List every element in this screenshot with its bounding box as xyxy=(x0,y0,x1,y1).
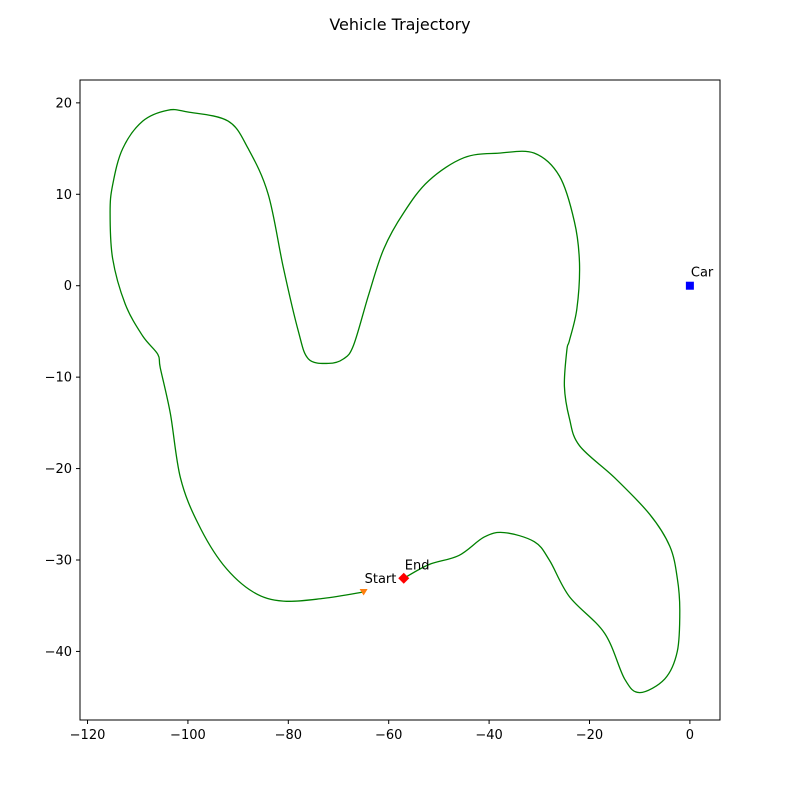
x-tick-label: −60 xyxy=(375,728,402,743)
y-axis: 20 10 0 −10 −20 −30 −40 xyxy=(45,96,80,660)
y-tick-label: −40 xyxy=(45,645,72,660)
x-tick-label: −80 xyxy=(275,728,302,743)
marker-layer: Start End Car xyxy=(359,266,714,596)
end-label: End xyxy=(405,558,430,573)
y-tick-label: 20 xyxy=(55,96,72,111)
x-tick-label: −120 xyxy=(70,728,106,743)
x-tick-label: −40 xyxy=(475,728,502,743)
y-tick-label: −30 xyxy=(45,554,72,569)
start-marker xyxy=(359,589,368,596)
y-tick-label: −20 xyxy=(45,462,72,477)
end-marker xyxy=(398,572,410,584)
car-label: Car xyxy=(691,266,714,281)
trajectory-line xyxy=(109,108,681,694)
x-axis: −120 −100 −80 −60 −40 −20 0 xyxy=(70,720,694,743)
chart-title: Vehicle Trajectory xyxy=(329,15,470,34)
axes-frame xyxy=(79,79,721,721)
x-tick-label: −100 xyxy=(170,728,206,743)
start-label: Start xyxy=(365,572,397,587)
x-tick-label: 0 xyxy=(686,728,694,743)
car-marker xyxy=(685,281,694,290)
series-layer xyxy=(109,108,681,694)
y-tick-label: 10 xyxy=(55,188,72,203)
y-tick-label: −10 xyxy=(45,371,72,386)
x-tick-label: −20 xyxy=(576,728,603,743)
y-tick-label: 0 xyxy=(64,279,72,294)
plot-area xyxy=(79,79,721,721)
